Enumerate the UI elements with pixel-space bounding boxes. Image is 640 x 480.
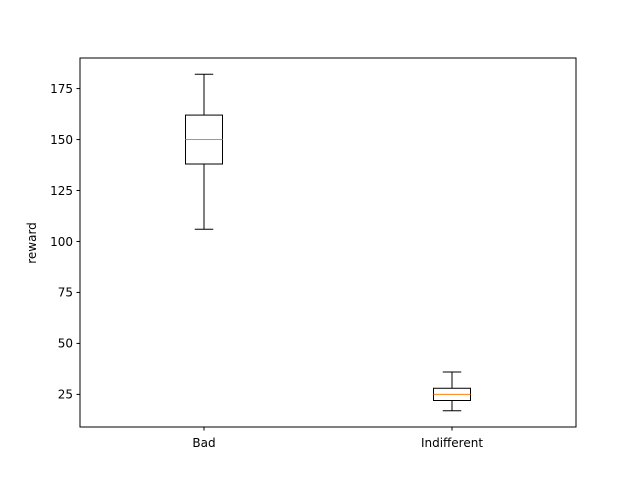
- box-bad: [185, 73, 223, 230]
- y-tick-label: 75: [58, 286, 73, 300]
- x-axis-ticks: Bad Indifferent: [192, 427, 483, 450]
- boxes-layer: [185, 73, 471, 412]
- y-tick-label: 150: [50, 133, 73, 147]
- y-tick-label: 175: [50, 82, 73, 96]
- y-tick-label: 100: [50, 235, 73, 249]
- x-tick-label: Bad: [192, 436, 215, 450]
- y-axis-ticks: 25 50 75 100 125 150 175: [50, 82, 80, 402]
- y-axis-label: reward: [25, 222, 39, 264]
- x-tick-label: Indifferent: [421, 436, 483, 450]
- box-indifferent: [433, 371, 471, 412]
- y-tick-label: 25: [58, 388, 73, 402]
- y-tick-label: 50: [58, 337, 73, 351]
- y-tick-label: 125: [50, 184, 73, 198]
- axes-frame: [79, 57, 577, 428]
